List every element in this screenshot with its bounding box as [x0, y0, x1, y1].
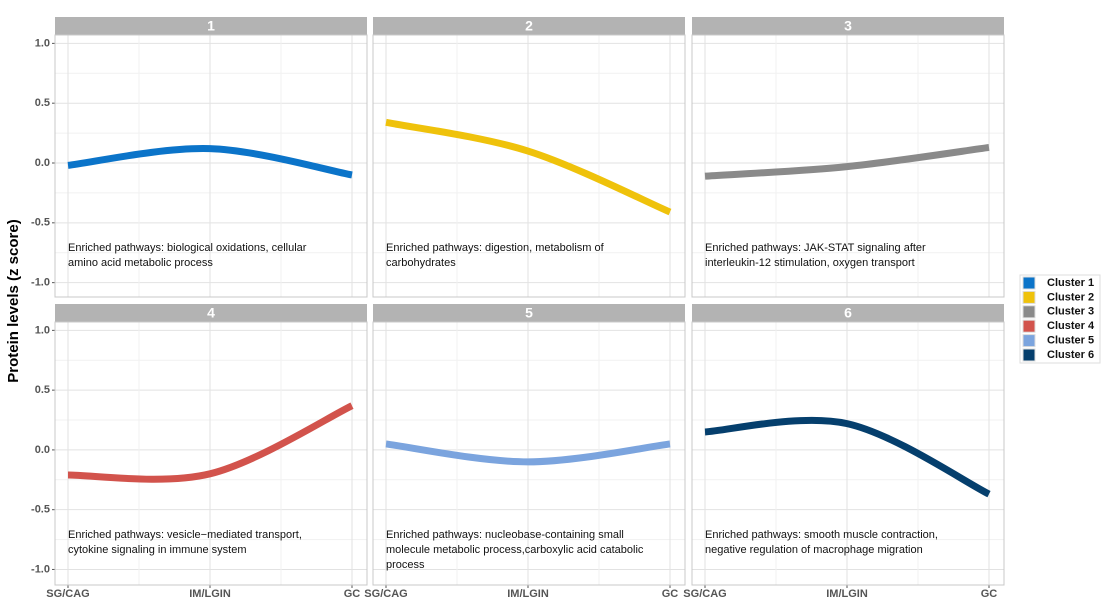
legend-key — [1022, 348, 1036, 362]
strip — [55, 304, 367, 322]
annotation: Enriched pathways: smooth muscle contrac… — [705, 529, 938, 541]
legend-label: Cluster 5 — [1047, 335, 1094, 347]
legend-key — [1022, 290, 1036, 304]
trend-line — [704, 416, 991, 498]
x-tick-label: SG/CAG — [364, 588, 407, 600]
x-tick-label: SG/CAG — [46, 588, 89, 600]
y-tick-label: -1.0 — [31, 563, 50, 575]
annotation: amino acid metabolic process — [68, 257, 213, 269]
panel-border — [691, 321, 1005, 586]
x-tick-label: IM/LGIN — [189, 588, 231, 600]
trend-line — [704, 143, 990, 180]
legend-key — [1022, 305, 1036, 319]
strip — [692, 17, 1004, 35]
y-tick-label: -1.0 — [31, 277, 50, 289]
trend-line — [385, 440, 671, 466]
panel-title: 2 — [525, 18, 533, 34]
x-tick-label: GC — [344, 588, 361, 600]
legend-key — [1022, 319, 1036, 333]
x-tick-label: IM/LGIN — [826, 588, 868, 600]
trend-line — [67, 145, 353, 179]
x-tick-label: SG/CAG — [683, 588, 726, 600]
annotation: Enriched pathways: digestion, metabolism… — [386, 242, 605, 254]
panel-border — [54, 34, 368, 298]
panel-title: 1 — [207, 18, 215, 34]
panel-border — [372, 34, 686, 298]
annotation: negative regulation of macrophage migrat… — [705, 544, 923, 556]
legend-label: Cluster 3 — [1047, 306, 1094, 318]
panel-border — [372, 321, 686, 586]
y-tick-label: 1.0 — [35, 324, 50, 336]
legend-label: Cluster 1 — [1047, 277, 1094, 289]
annotation: molecule metabolic process,carboxylic ac… — [386, 544, 644, 556]
x-tick-label: GC — [662, 588, 679, 600]
legend-label: Cluster 6 — [1047, 349, 1094, 361]
y-tick-label: 0.0 — [35, 444, 50, 456]
annotation: Enriched pathways: vesicle−mediated tran… — [68, 529, 302, 541]
annotation: Enriched pathways: biological oxidations… — [68, 242, 307, 254]
panel-border — [691, 34, 1005, 298]
strip — [692, 304, 1004, 322]
annotation: cytokine signaling in immune system — [68, 544, 247, 556]
legend-key — [1022, 276, 1036, 290]
annotation: carbohydrates — [386, 257, 456, 269]
legend-label: Cluster 4 — [1047, 320, 1095, 332]
trend-line — [67, 402, 354, 483]
y-tick-label: 1.0 — [35, 37, 50, 49]
y-tick-label: 0.0 — [35, 157, 50, 169]
y-tick-label: -0.5 — [31, 504, 50, 516]
panel-title: 6 — [844, 305, 852, 321]
annotation: Enriched pathways: JAK-STAT signaling af… — [705, 242, 926, 254]
annotation: interleukin-12 stimulation, oxygen trans… — [705, 257, 915, 269]
strip — [373, 304, 685, 322]
legend-key — [1022, 334, 1036, 348]
y-axis-label: Protein levels (z score) — [5, 219, 22, 382]
y-tick-label: 0.5 — [35, 384, 50, 396]
trend-line — [385, 118, 672, 216]
strip — [373, 17, 685, 35]
panel-title: 5 — [525, 305, 533, 321]
y-tick-label: 0.5 — [35, 97, 50, 109]
legend-frame — [1019, 274, 1101, 364]
x-tick-label: IM/LGIN — [507, 588, 549, 600]
annotation: Enriched pathways: nucleobase-containing… — [386, 529, 624, 541]
panel-border — [54, 321, 368, 586]
x-tick-label: GC — [981, 588, 998, 600]
panel-title: 4 — [207, 305, 215, 321]
strip — [55, 17, 367, 35]
y-tick-label: -0.5 — [31, 217, 50, 229]
annotation: process — [386, 559, 425, 571]
legend-label: Cluster 2 — [1047, 291, 1094, 303]
panel-title: 3 — [844, 18, 852, 34]
